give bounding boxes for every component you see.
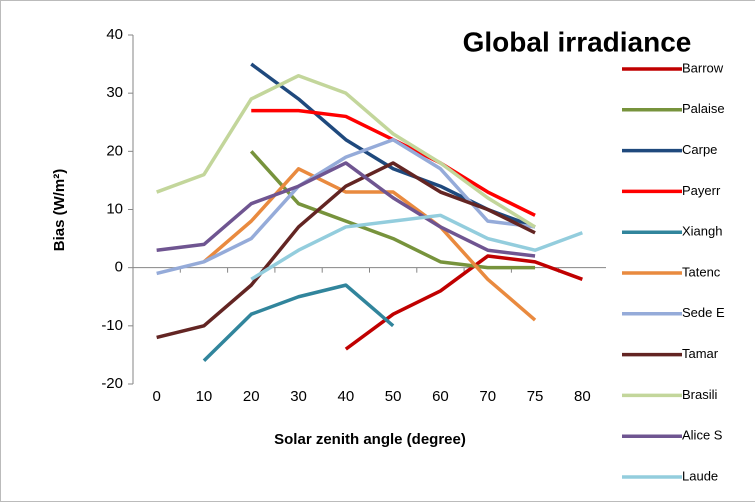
y-tick-label: -20: [101, 375, 123, 392]
x-tick-label: 80: [574, 388, 591, 405]
legend-label: Laude: [682, 468, 718, 483]
legend-label: Xiangh: [682, 224, 722, 239]
y-tick-label: 0: [115, 259, 123, 276]
series-line: [250, 213, 583, 281]
legend-label: Palaise: [682, 101, 725, 116]
y-tick-label: 20: [106, 142, 123, 159]
x-tick-label: 60: [432, 388, 449, 405]
y-axis-label: Bias (W/m²): [51, 169, 68, 252]
y-tick-label: 40: [106, 26, 123, 43]
legend-label: Sede E: [682, 305, 725, 320]
x-axis-label: Solar zenith angle (degree): [274, 431, 466, 448]
legend-label: Tamar: [682, 346, 719, 361]
series-line: [156, 73, 536, 229]
y-tick-label: 30: [106, 84, 123, 101]
series-line: [156, 161, 536, 340]
series-line: [156, 161, 536, 258]
x-tick-label: 50: [385, 388, 402, 405]
legend-label: Tatenc: [682, 264, 721, 279]
legend-label: Carpe: [682, 142, 717, 157]
legend-label: Payerr: [682, 183, 721, 198]
y-tick-label: -10: [101, 317, 123, 334]
y-tick-label: 10: [106, 200, 123, 217]
legend-label: Brasili: [682, 387, 718, 402]
x-tick-label: 40: [338, 388, 355, 405]
series-line: [202, 283, 395, 362]
x-tick-label: 10: [196, 388, 213, 405]
x-tick-label: 75: [527, 388, 544, 405]
x-tick-label: 30: [290, 388, 307, 405]
x-tick-label: 20: [243, 388, 260, 405]
legend-label: Barrow: [682, 60, 724, 75]
series-line: [202, 167, 537, 322]
x-tick-label: 70: [479, 388, 496, 405]
series-line: [249, 150, 536, 270]
x-tick-label: 0: [152, 388, 160, 405]
legend-label: Alice S: [682, 428, 723, 443]
chart-title: Global irradiance: [463, 26, 692, 57]
